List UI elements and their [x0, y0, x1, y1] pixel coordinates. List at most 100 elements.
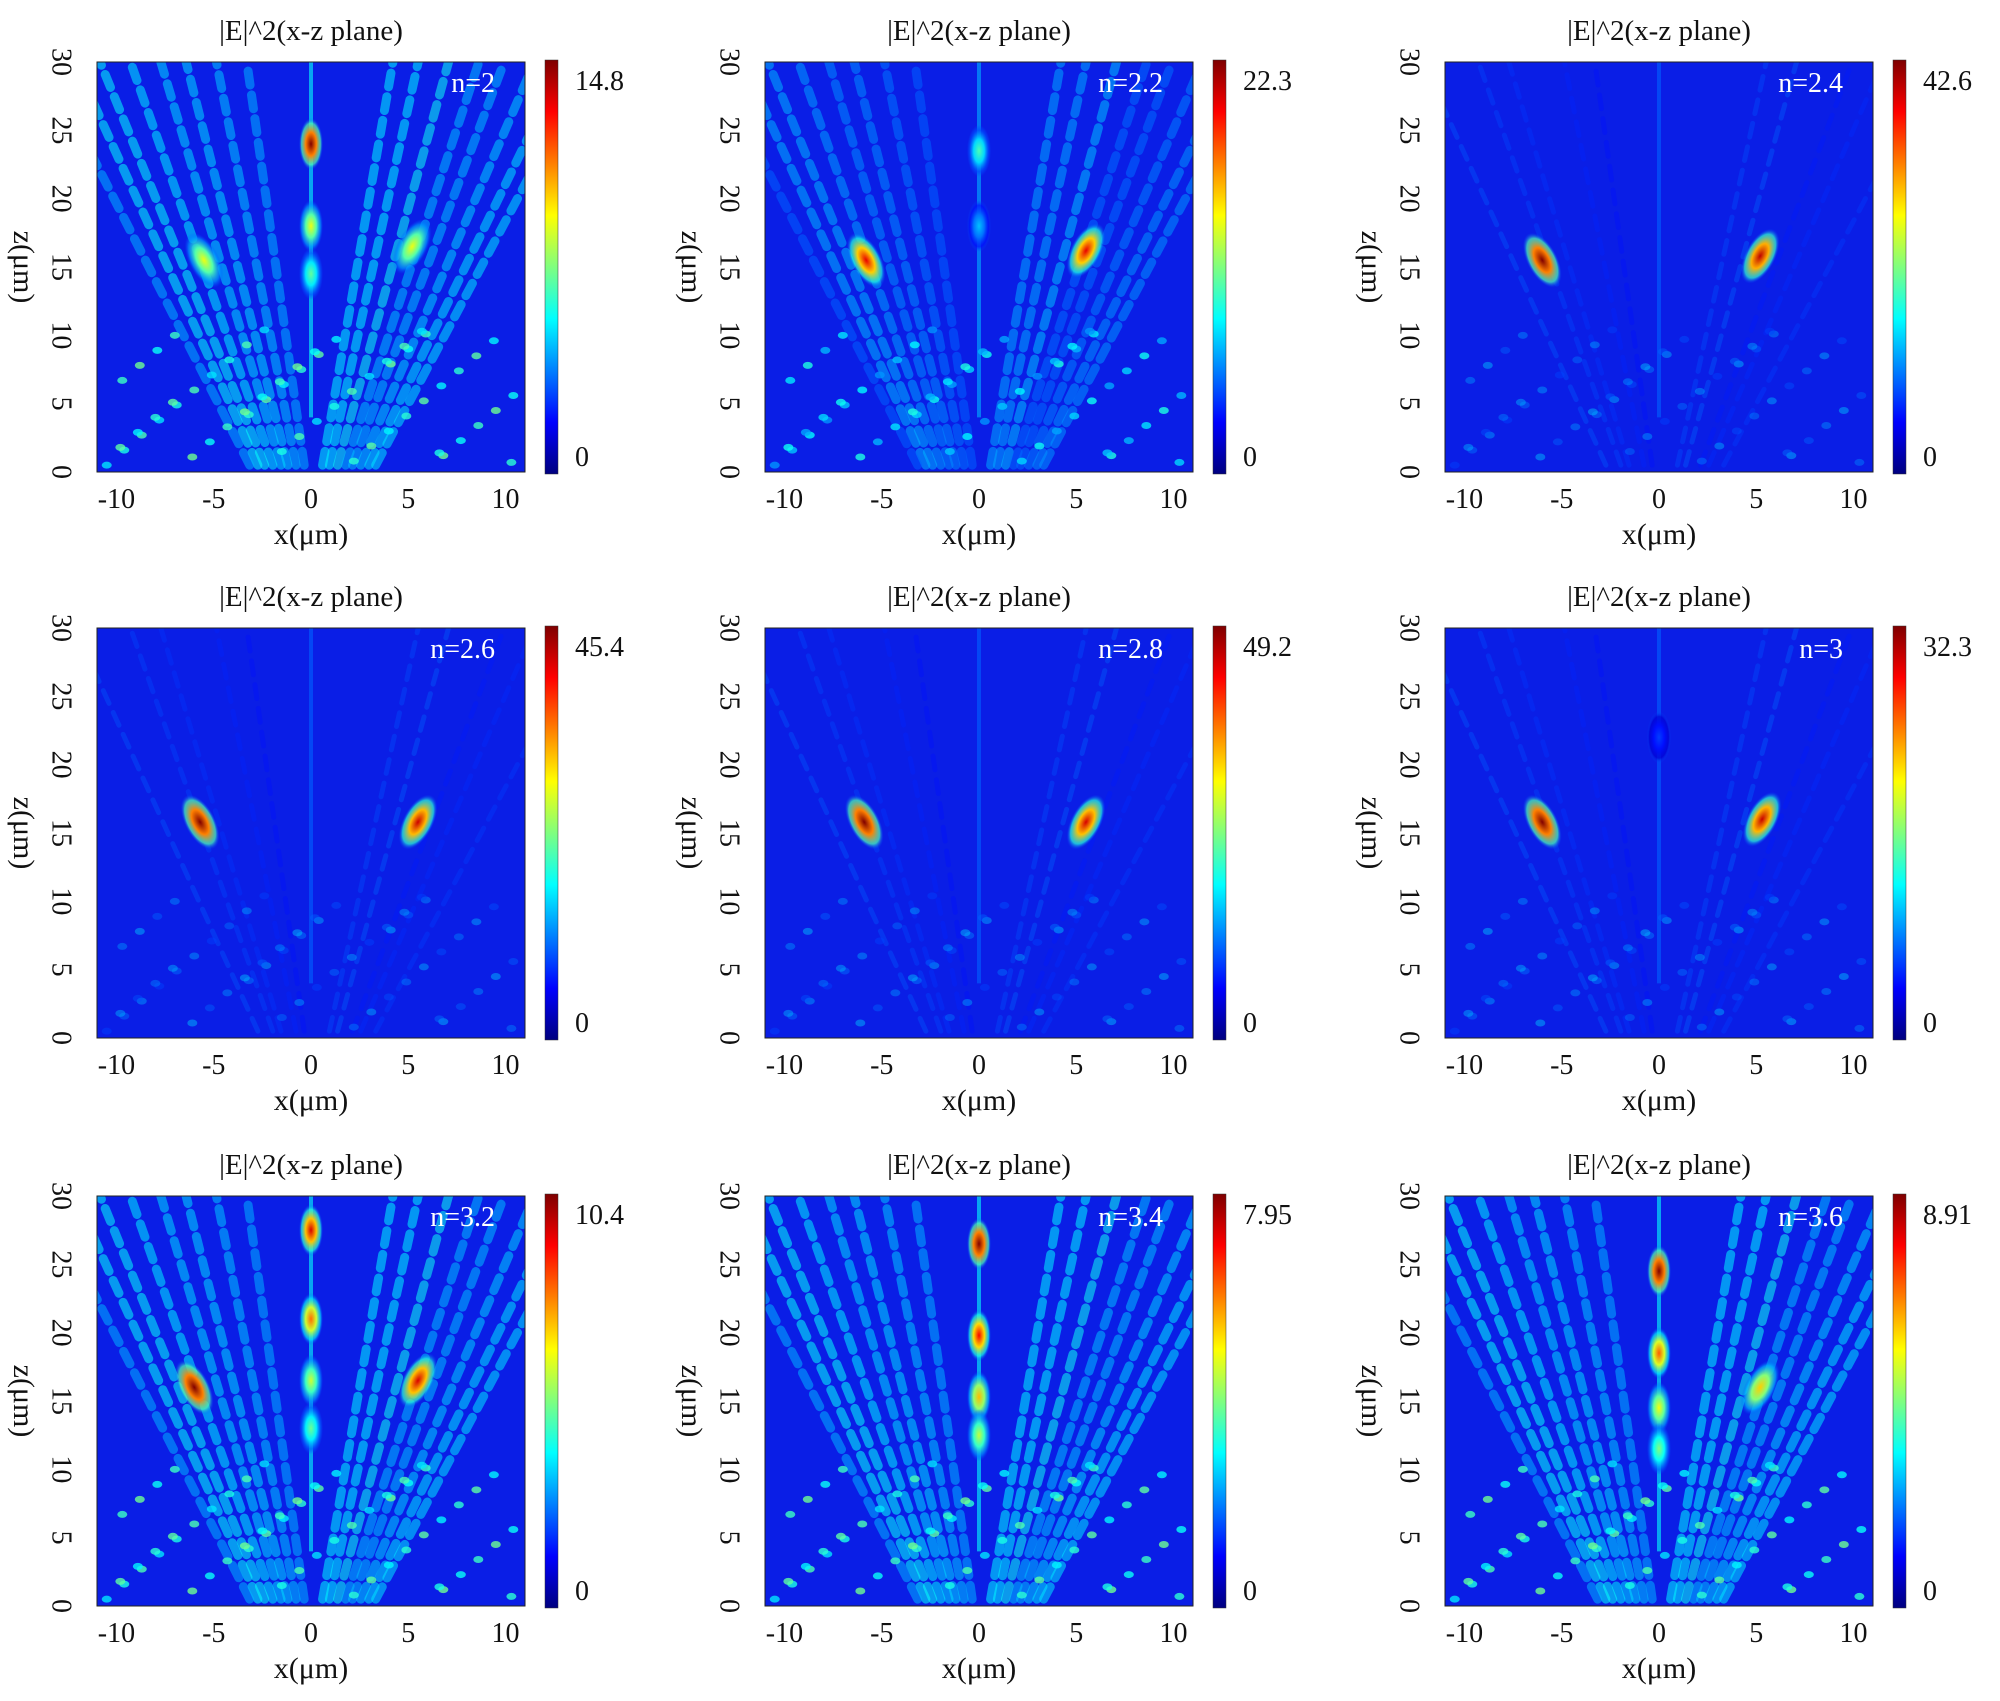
x-tick-label: 5 — [1069, 1050, 1083, 1081]
speckle — [1729, 923, 1740, 931]
speckle — [150, 979, 161, 987]
speckle — [942, 378, 953, 386]
field-hotspot — [967, 1217, 991, 1270]
speckle — [473, 1556, 484, 1564]
speckle — [1591, 411, 1602, 419]
speckle — [134, 927, 145, 935]
speckle — [1502, 982, 1513, 990]
speckle — [1659, 983, 1670, 991]
interference-streak — [364, 1267, 525, 1604]
y-tick-label: 5 — [1394, 397, 1425, 411]
speckle — [1729, 1491, 1740, 1499]
y-tick-label: 25 — [1394, 682, 1425, 710]
y-tick-label: 20 — [714, 1319, 745, 1347]
speckle — [1102, 1015, 1113, 1023]
speckle — [1572, 922, 1583, 930]
speckle — [1591, 977, 1602, 985]
x-tick-label: 5 — [401, 484, 415, 515]
speckle — [911, 977, 922, 985]
speckle — [385, 926, 396, 934]
speckle — [1572, 356, 1583, 364]
speckle — [1801, 367, 1812, 375]
colorbar — [1212, 59, 1227, 475]
speckle — [436, 382, 447, 390]
speckle — [117, 942, 128, 950]
plot-frame — [764, 627, 1194, 1039]
speckle — [1819, 918, 1830, 926]
intensity-field — [97, 62, 525, 470]
speckle — [1856, 1525, 1867, 1533]
colorbar — [1892, 59, 1907, 475]
speckle — [259, 1460, 270, 1468]
field-hotspot — [299, 1402, 323, 1455]
speckle — [1605, 959, 1616, 967]
x-tick-label: -10 — [98, 1618, 135, 1649]
interference-streak — [1041, 745, 1193, 1034]
y-tick-label: 30 — [1394, 614, 1425, 642]
y-tick-label: 30 — [46, 614, 77, 642]
speckle — [399, 342, 410, 350]
speckle — [1854, 458, 1865, 466]
y-tick-label: 15 — [714, 819, 745, 847]
speckle — [1661, 350, 1672, 358]
plot-frame — [96, 61, 526, 473]
speckle — [329, 968, 340, 976]
colorbar — [544, 1193, 559, 1609]
interference-streak — [358, 643, 525, 1034]
speckle — [785, 1510, 796, 1518]
speckle — [473, 988, 484, 996]
field-hotspot — [1742, 791, 1782, 847]
speckle — [1535, 1587, 1546, 1595]
x-tick-label: -10 — [98, 484, 135, 515]
speckle — [383, 993, 394, 1001]
interference-streak — [1719, 1308, 1873, 1604]
speckle — [1480, 994, 1491, 1002]
speckle — [785, 376, 796, 384]
speckle — [171, 967, 182, 975]
speckle — [506, 1024, 517, 1032]
interference-streak — [1016, 62, 1177, 470]
x-axis-label: x(μm) — [942, 1084, 1016, 1117]
x-tick-label: 0 — [304, 1618, 318, 1649]
speckle — [1640, 929, 1651, 937]
speckle — [927, 1460, 938, 1468]
x-axis-label: x(μm) — [274, 518, 348, 551]
speckle — [1694, 953, 1705, 961]
speckle — [1449, 1027, 1460, 1035]
x-tick-label: 5 — [401, 1050, 415, 1081]
colorbar-max-label: 22.3 — [1243, 66, 1292, 97]
colorbar-min-label: 0 — [1923, 1576, 1937, 1607]
speckle — [366, 1008, 377, 1016]
speckle — [331, 901, 342, 909]
speckle — [1854, 1592, 1865, 1600]
speckle — [1854, 1024, 1865, 1032]
speckle — [1084, 327, 1095, 335]
interference-streak — [765, 670, 929, 1034]
field-hotspot — [174, 1359, 214, 1415]
x-tick-label: -5 — [1550, 1050, 1573, 1081]
speckle — [1465, 1510, 1476, 1518]
speckle — [999, 1469, 1010, 1477]
colorbar-max-label: 49.2 — [1243, 632, 1292, 663]
interference-streak — [1445, 670, 1609, 1034]
refractive-index-label: n=2.8 — [1098, 634, 1163, 665]
speckle — [1749, 412, 1760, 420]
y-axis-label: z(μm) — [675, 1365, 708, 1438]
y-tick-label: 20 — [1394, 1319, 1425, 1347]
speckle — [1014, 387, 1025, 395]
interference-streak — [97, 155, 255, 470]
speckle — [1786, 452, 1797, 460]
y-tick-label: 10 — [1394, 321, 1425, 349]
y-tick-label: 5 — [714, 1531, 745, 1545]
interference-streak — [1009, 1196, 1152, 1604]
interference-streak — [1590, 1196, 1657, 1604]
y-tick-label: 10 — [714, 321, 745, 349]
y-tick-label: 5 — [714, 397, 745, 411]
speckle — [1498, 413, 1509, 421]
speckle — [837, 897, 848, 905]
y-tick-label: 10 — [46, 887, 77, 915]
field-hotspot — [1522, 794, 1562, 850]
speckle — [1517, 331, 1528, 339]
speckle — [837, 331, 848, 339]
speckle — [1605, 1527, 1616, 1535]
